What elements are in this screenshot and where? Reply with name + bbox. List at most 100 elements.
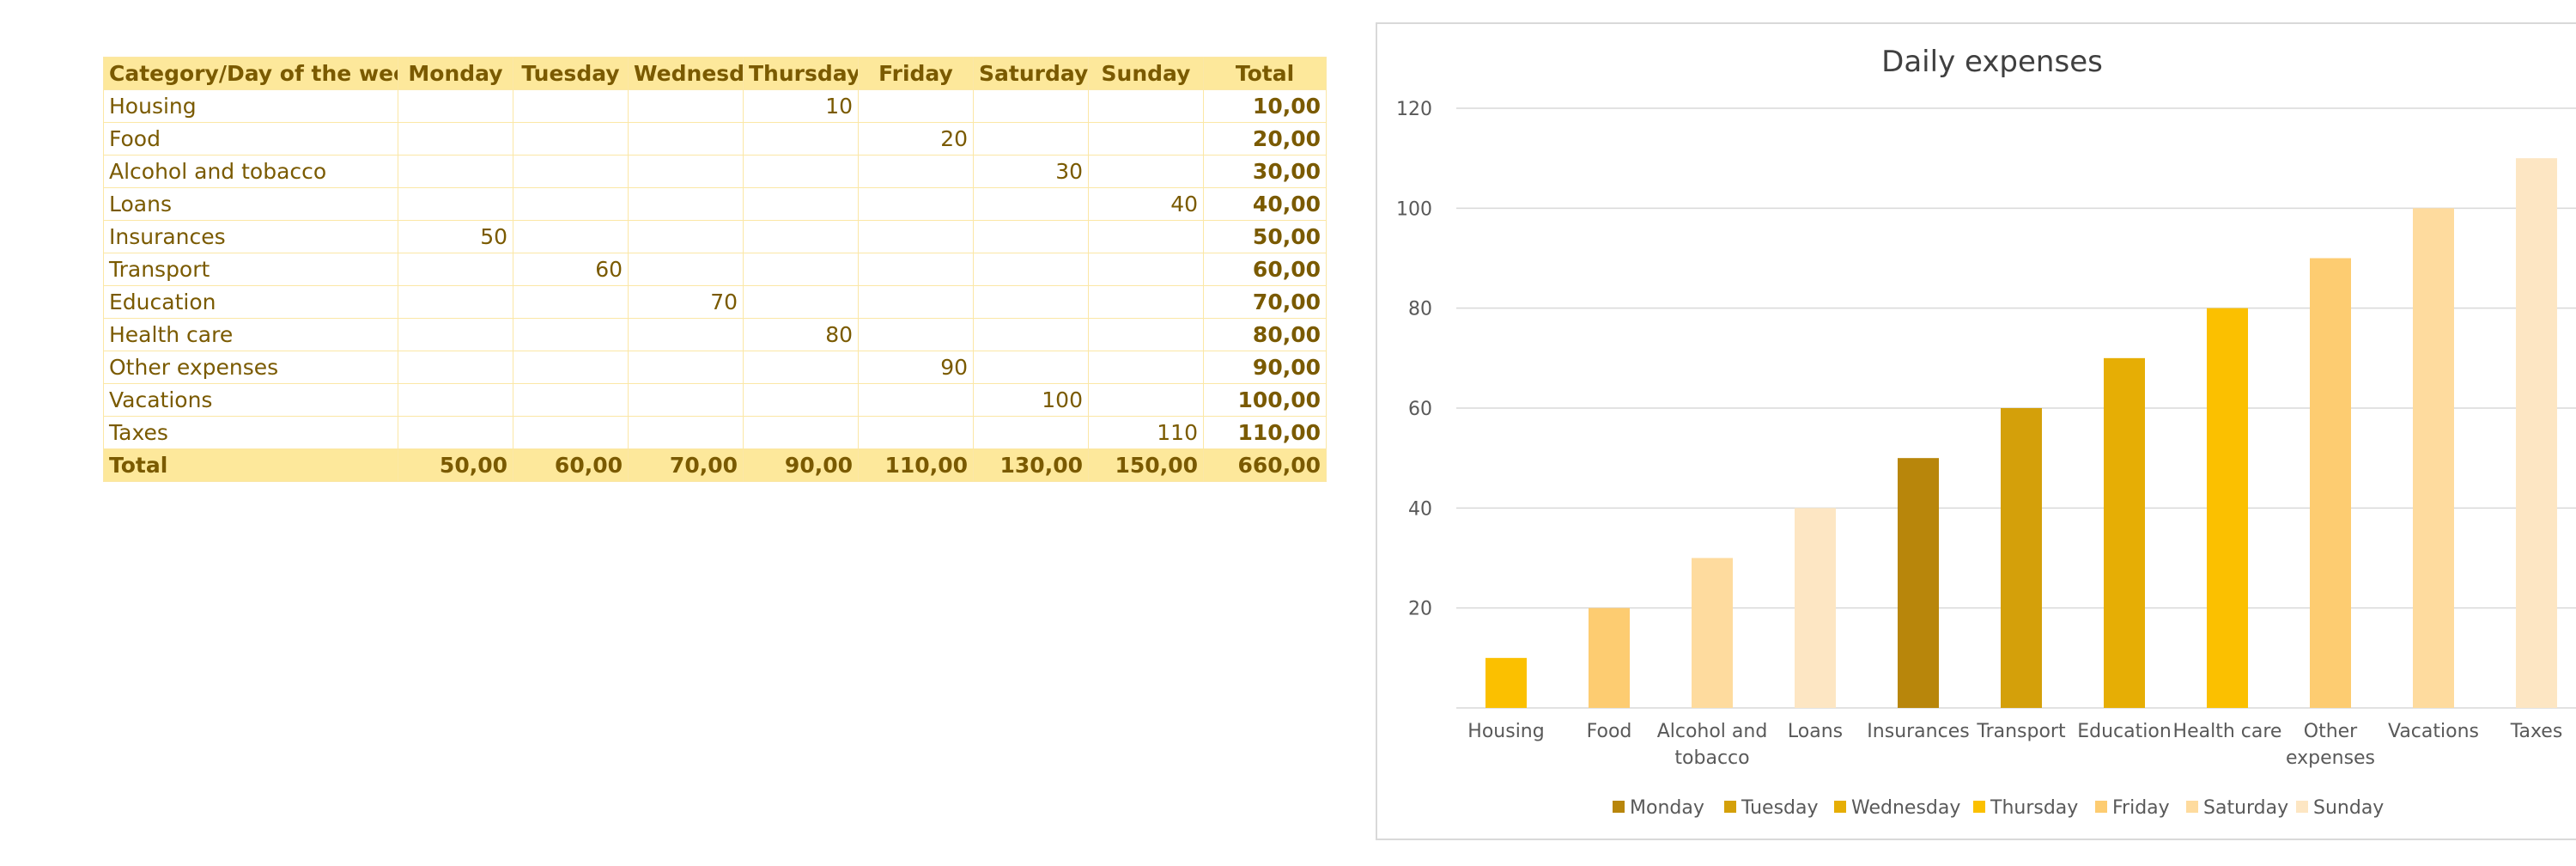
value-cell[interactable] — [973, 318, 1089, 351]
value-cell[interactable] — [1088, 351, 1204, 384]
value-cell[interactable] — [743, 351, 859, 384]
row-total-cell[interactable]: 110,00 — [1203, 416, 1327, 449]
value-cell[interactable] — [513, 318, 629, 351]
row-total-cell[interactable]: 70,00 — [1203, 285, 1327, 319]
row-total-cell[interactable]: 90,00 — [1203, 351, 1327, 384]
value-cell[interactable] — [858, 155, 974, 188]
total-cell[interactable]: 110,00 — [858, 448, 974, 482]
row-total-cell[interactable]: 80,00 — [1203, 318, 1327, 351]
value-cell[interactable] — [973, 89, 1089, 123]
value-cell[interactable] — [743, 122, 859, 156]
legend-label[interactable]: Thursday — [1990, 797, 2078, 819]
value-cell[interactable]: 50 — [398, 220, 513, 253]
value-cell[interactable] — [398, 285, 513, 319]
value-cell[interactable] — [398, 253, 513, 286]
header-cell[interactable]: Category/Day of the week — [103, 57, 398, 90]
category-cell[interactable]: Food — [103, 122, 398, 156]
category-cell[interactable]: Other expenses — [103, 351, 398, 384]
value-cell[interactable] — [513, 89, 629, 123]
value-cell[interactable] — [513, 383, 629, 417]
category-cell[interactable]: Loans — [103, 187, 398, 221]
total-cell[interactable]: 50,00 — [398, 448, 513, 482]
value-cell[interactable] — [628, 318, 744, 351]
value-cell[interactable] — [858, 383, 974, 417]
value-cell[interactable] — [743, 220, 859, 253]
value-cell[interactable] — [973, 416, 1089, 449]
bar-saturday-9[interactable] — [2413, 208, 2454, 709]
value-cell[interactable] — [628, 416, 744, 449]
value-cell[interactable] — [513, 416, 629, 449]
legend-label[interactable]: Saturday — [2203, 797, 2288, 819]
value-cell[interactable] — [1088, 285, 1204, 319]
value-cell[interactable]: 70 — [628, 285, 744, 319]
row-total-cell[interactable]: 100,00 — [1203, 383, 1327, 417]
value-cell[interactable] — [513, 220, 629, 253]
legend-label[interactable]: Wednesday — [1851, 797, 1960, 819]
total-cell[interactable]: 70,00 — [628, 448, 744, 482]
total-cell[interactable]: 130,00 — [973, 448, 1089, 482]
value-cell[interactable] — [513, 155, 629, 188]
value-cell[interactable] — [628, 220, 744, 253]
value-cell[interactable] — [1088, 220, 1204, 253]
value-cell[interactable] — [398, 89, 513, 123]
legend-label[interactable]: Sunday — [2313, 797, 2384, 819]
value-cell[interactable] — [398, 351, 513, 384]
value-cell[interactable] — [858, 318, 974, 351]
value-cell[interactable] — [858, 89, 974, 123]
category-cell[interactable]: Education — [103, 285, 398, 319]
value-cell[interactable] — [398, 416, 513, 449]
value-cell[interactable] — [1088, 155, 1204, 188]
bar-wednesday-6[interactable] — [2104, 357, 2145, 708]
value-cell[interactable] — [743, 155, 859, 188]
bar-sunday-10[interactable] — [2516, 158, 2557, 708]
header-cell[interactable]: Sunday — [1088, 57, 1204, 90]
value-cell[interactable] — [973, 187, 1089, 221]
value-cell[interactable] — [398, 318, 513, 351]
total-cell[interactable]: 150,00 — [1088, 448, 1204, 482]
category-cell[interactable]: Taxes — [103, 416, 398, 449]
value-cell[interactable] — [743, 187, 859, 221]
value-cell[interactable] — [858, 253, 974, 286]
header-cell[interactable]: Total — [1203, 57, 1327, 90]
bar-friday-1[interactable] — [1589, 607, 1630, 708]
value-cell[interactable] — [1088, 89, 1204, 123]
total-cell[interactable]: 90,00 — [743, 448, 859, 482]
value-cell[interactable] — [973, 285, 1089, 319]
value-cell[interactable]: 90 — [858, 351, 974, 384]
value-cell[interactable] — [628, 253, 744, 286]
value-cell[interactable] — [398, 155, 513, 188]
value-cell[interactable] — [743, 383, 859, 417]
value-cell[interactable] — [973, 351, 1089, 384]
row-total-cell[interactable]: 60,00 — [1203, 253, 1327, 286]
value-cell[interactable] — [628, 187, 744, 221]
value-cell[interactable] — [858, 220, 974, 253]
value-cell[interactable] — [398, 122, 513, 156]
category-cell[interactable]: Alcohol and tobacco — [103, 155, 398, 188]
row-total-cell[interactable]: 40,00 — [1203, 187, 1327, 221]
category-cell[interactable]: Insurances — [103, 220, 398, 253]
legend-label[interactable]: Monday — [1630, 797, 1704, 819]
header-cell[interactable]: Friday — [858, 57, 974, 90]
value-cell[interactable] — [858, 416, 974, 449]
bar-thursday-0[interactable] — [1485, 657, 1527, 708]
value-cell[interactable] — [973, 220, 1089, 253]
category-cell[interactable]: Vacations — [103, 383, 398, 417]
value-cell[interactable] — [628, 383, 744, 417]
row-total-cell[interactable]: 30,00 — [1203, 155, 1327, 188]
category-cell[interactable]: Transport — [103, 253, 398, 286]
value-cell[interactable]: 80 — [743, 318, 859, 351]
value-cell[interactable] — [513, 351, 629, 384]
value-cell[interactable]: 110 — [1088, 416, 1204, 449]
value-cell[interactable]: 100 — [973, 383, 1089, 417]
value-cell[interactable] — [628, 351, 744, 384]
value-cell[interactable] — [858, 285, 974, 319]
header-cell[interactable]: Thursday — [743, 57, 859, 90]
legend-label[interactable]: Tuesday — [1741, 797, 1819, 819]
value-cell[interactable] — [973, 122, 1089, 156]
value-cell[interactable]: 60 — [513, 253, 629, 286]
value-cell[interactable] — [398, 383, 513, 417]
value-cell[interactable] — [628, 155, 744, 188]
bar-thursday-7[interactable] — [2207, 308, 2248, 708]
bar-sunday-3[interactable] — [1795, 508, 1836, 708]
header-cell[interactable]: Monday — [398, 57, 513, 90]
